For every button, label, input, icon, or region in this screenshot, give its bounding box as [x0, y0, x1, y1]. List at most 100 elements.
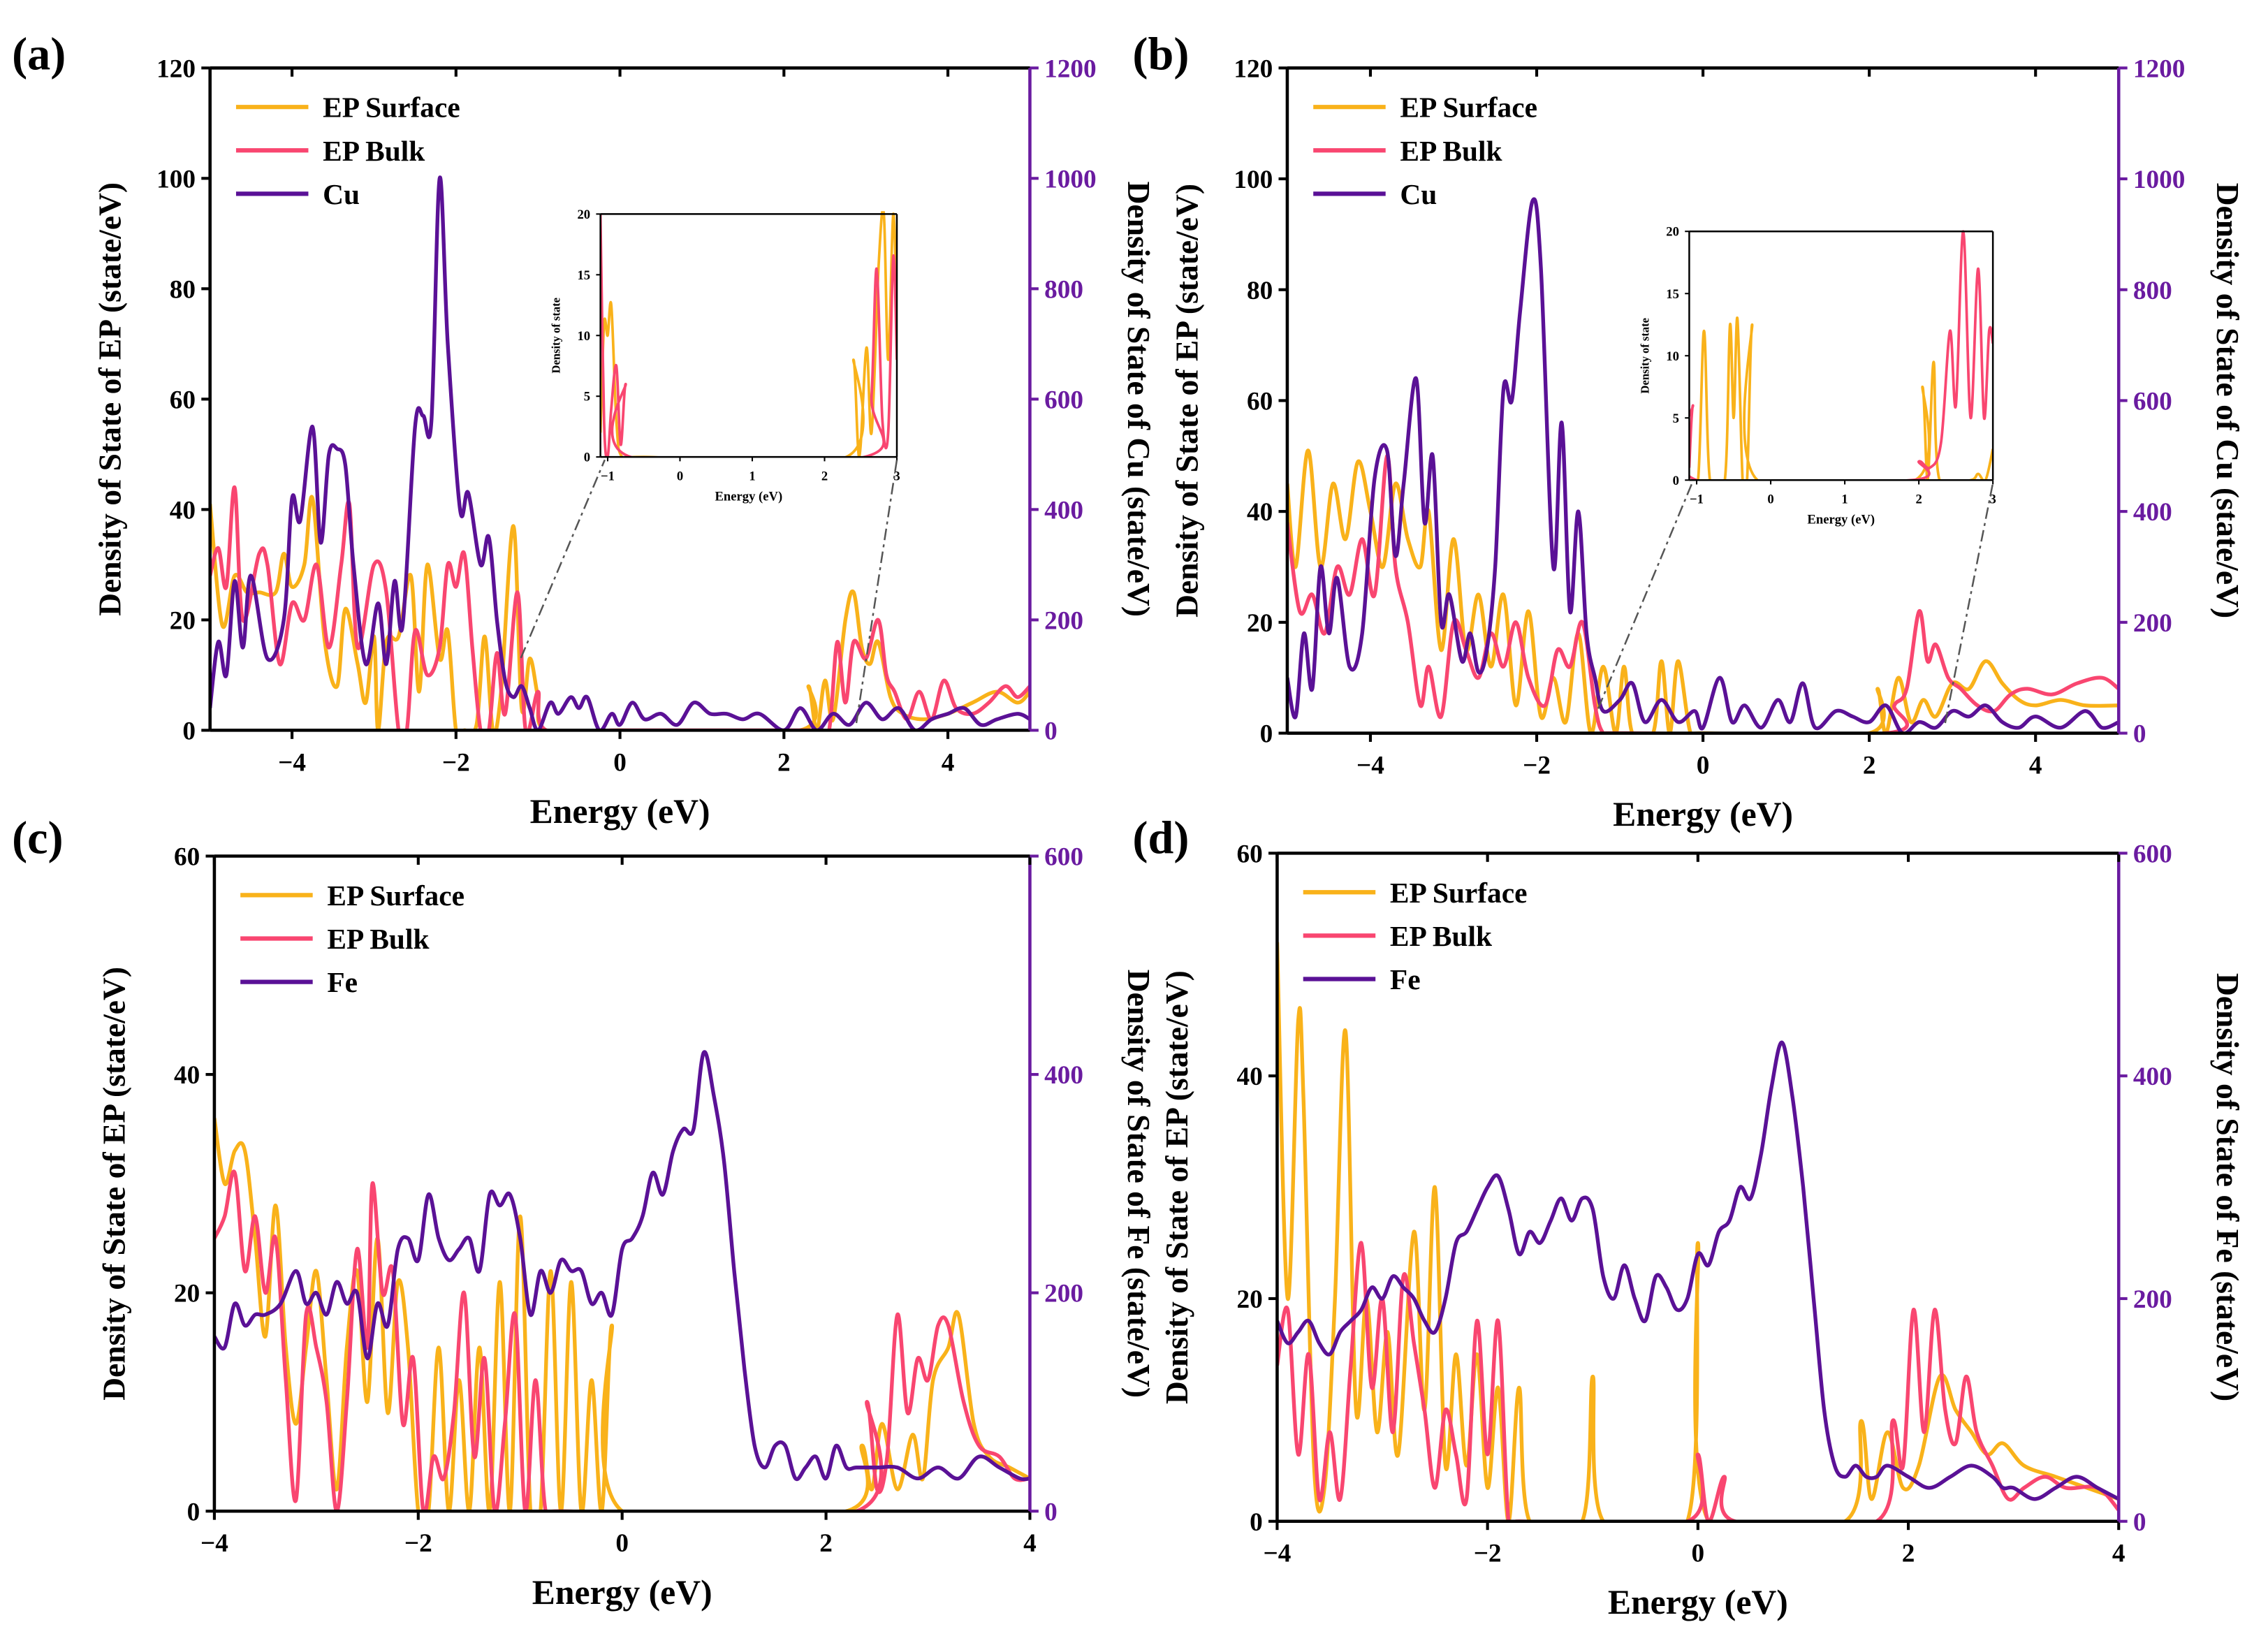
y2-axis-label: Density of State of Cu (state/eV)	[1121, 182, 1157, 617]
x-tick-label: 2	[1902, 1540, 1915, 1568]
x-tick-label: 4	[1023, 1529, 1037, 1558]
y-tick-label: 80	[170, 275, 196, 304]
y-tick-label: 60	[1236, 840, 1262, 868]
y2-tick-label: 0	[1044, 1498, 1058, 1526]
x-axis-label: Energy (eV)	[1613, 795, 1793, 833]
y-tick-label: 60	[170, 386, 196, 414]
series-line-cu	[1287, 197, 2119, 733]
y-tick-label: 60	[1247, 387, 1273, 416]
legend: EP Surface EP Bulk Cu	[1313, 92, 1537, 210]
x-tick-label: 0	[1697, 752, 1710, 780]
legend-label: Cu	[1400, 178, 1437, 210]
series-line-ep-surface	[1689, 316, 1993, 481]
x-tick-label: −4	[278, 748, 306, 777]
y-tick-label: 100	[1234, 166, 1273, 194]
y2-tick-label: 1200	[2133, 54, 2186, 83]
y-axis-label: Density of state	[550, 298, 563, 373]
series-line-ep-surface	[1287, 448, 2119, 733]
y-tick-label: 0	[1673, 474, 1679, 488]
y2-tick-label: 600	[1044, 386, 1083, 414]
x-tick-label: 1	[749, 469, 755, 483]
y2-tick-label: 1000	[1044, 165, 1097, 194]
y-tick-label: 20	[170, 606, 196, 635]
x-tick-label: −4	[1356, 752, 1384, 780]
x-tick-label: 0	[613, 748, 627, 777]
y-axis-label: Density of state	[1638, 318, 1651, 393]
inset-a-connector-left	[520, 459, 606, 659]
inset-chart-a: −1 0 1 2 3 0 5 10 15 20 Energy (eV) Density of stat…	[550, 207, 900, 504]
y-tick-label: 10	[1666, 349, 1679, 364]
legend-label: EP Surface	[1400, 92, 1537, 124]
y2-tick-label: 400	[1044, 496, 1083, 525]
y-tick-label: 5	[584, 390, 590, 404]
inset-b-connector-left	[1597, 482, 1693, 709]
y-tick-label: 40	[174, 1061, 200, 1090]
panel-label: (b)	[1132, 29, 1189, 80]
x-tick-label: 2	[777, 748, 791, 777]
y-tick-label: 20	[174, 1280, 200, 1308]
y-tick-label: 20	[1236, 1285, 1262, 1314]
y-tick-label: 20	[578, 207, 591, 222]
y2-axis-label: Density of State of Cu (state/eV)	[2210, 183, 2246, 618]
x-tick-label: −2	[404, 1529, 432, 1558]
y-tick-label: 0	[1250, 1508, 1263, 1537]
series-line-fe	[1277, 1040, 2119, 1501]
y-tick-label: 40	[170, 496, 196, 525]
y2-tick-label: 1000	[2133, 166, 2186, 194]
y2-axis-label: Density of State of Fe (state/eV)	[1121, 970, 1157, 1398]
x-tick-label: −2	[442, 748, 470, 777]
chart-panel-b: −4 −2 0 2 4020406080100120020040060080010001…	[1132, 29, 2246, 833]
inset-connector-lines	[520, 459, 1994, 724]
panel-label: (a)	[12, 29, 66, 80]
series-line-ep-bulk	[1287, 453, 2119, 733]
y-axis-label: Density of State of EP (state/eV)	[96, 967, 132, 1401]
y2-tick-label: 200	[2133, 609, 2172, 638]
legend-label: EP Surface	[323, 92, 460, 124]
y-tick-label: 10	[578, 329, 591, 344]
legend-label: Fe	[327, 966, 358, 998]
series-line-ep-surface	[210, 495, 1030, 731]
series-group	[1287, 197, 2119, 733]
x-tick-label: 4	[2112, 1540, 2126, 1568]
series-group	[1277, 942, 2119, 1521]
x-axis-label: Energy (eV)	[532, 1573, 712, 1612]
y2-tick-label: 600	[2133, 387, 2172, 416]
x-tick-label: −2	[1523, 752, 1551, 780]
y2-axis-label: Density of State of Fe (state/eV)	[2210, 973, 2246, 1401]
series-group	[600, 211, 898, 458]
x-tick-label: 1	[1841, 492, 1848, 506]
series-group	[214, 1050, 1030, 1512]
inset-background	[600, 214, 898, 458]
series-line-ep-bulk	[1277, 1241, 2119, 1521]
y-tick-label: 0	[1260, 720, 1273, 749]
panel-label: (c)	[12, 812, 64, 863]
y2-tick-label: 0	[1044, 717, 1058, 745]
y-tick-label: 5	[1673, 411, 1679, 426]
series-line-cu	[210, 175, 1030, 731]
y-tick-label: 40	[1247, 498, 1273, 527]
y2-tick-label: 200	[1044, 606, 1083, 635]
legend: EP Surface EP Bulk Cu	[235, 92, 460, 210]
legend-label: Cu	[323, 178, 360, 210]
y2-tick-label: 600	[2133, 840, 2172, 868]
legend: EP Surface EP Bulk Fe	[1303, 877, 1528, 995]
y-tick-label: 15	[578, 268, 591, 283]
y-tick-label: 20	[1666, 225, 1679, 240]
y2-tick-label: 400	[2133, 498, 2172, 527]
legend-label: EP Bulk	[327, 923, 429, 955]
legend-label: EP Bulk	[1390, 920, 1492, 952]
y-axis-label: Density of State of EP (state/eV)	[1169, 184, 1205, 618]
y2-tick-label: 800	[1044, 275, 1083, 304]
legend: EP Surface EP Bulk Fe	[240, 879, 464, 998]
y2-tick-label: 0	[2133, 720, 2146, 749]
series-line-ep-bulk	[600, 214, 898, 458]
x-tick-label: 4	[942, 748, 955, 777]
inset-chart-b: −1 0 1 2 3 0 5 10 15 20 Energy (eV) Density of stat…	[1638, 225, 1996, 527]
inset-b-connector-right	[1944, 483, 1994, 724]
y2-tick-label: 200	[1044, 1280, 1083, 1308]
y2-tick-label: 1200	[1044, 54, 1097, 83]
x-tick-label: 0	[677, 469, 683, 483]
